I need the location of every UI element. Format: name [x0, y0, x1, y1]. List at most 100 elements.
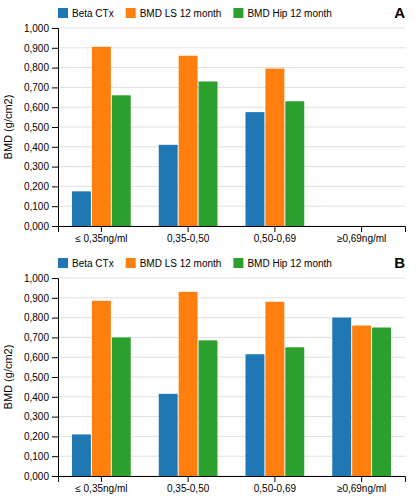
bar — [112, 337, 131, 476]
tick-label: ≤ 0,35ng/ml — [75, 483, 127, 494]
tick-label: 0,000 — [24, 221, 49, 232]
tick-label: 0,35-0,50 — [167, 483, 210, 494]
tick-label: 0,50-0,69 — [254, 483, 297, 494]
legend-label: Beta CTx — [72, 258, 114, 269]
legend-swatch — [58, 8, 68, 18]
legend-swatch — [233, 258, 243, 268]
tick: 0,300 — [24, 161, 58, 172]
tick-mark — [52, 186, 58, 187]
legend-label: BMD Hip 12 month — [247, 258, 331, 269]
tick: 0,50-0,69 — [254, 226, 297, 244]
tick: 0,900 — [24, 43, 58, 54]
bar — [72, 191, 91, 226]
tick: 0,300 — [24, 411, 58, 422]
tick-mark — [274, 476, 275, 482]
tick-mark — [188, 476, 189, 482]
tick-label: 0,100 — [24, 201, 49, 212]
y-axis: 0,0000,1000,2000,3000,4000,5000,6000,700… — [24, 273, 59, 482]
panel-label: A — [394, 4, 405, 21]
tick: ≤ 0,35ng/ml — [75, 226, 127, 244]
tick-label: 0,400 — [24, 142, 49, 153]
tick: ≥0,69ng/ml — [337, 476, 386, 494]
tick: 1,000 — [24, 23, 58, 34]
bar — [199, 340, 218, 476]
legend-swatch — [126, 8, 136, 18]
tick-label: 0,300 — [24, 411, 49, 422]
bar — [285, 101, 304, 226]
bar — [179, 292, 198, 476]
panel-label: B — [394, 254, 405, 271]
tick: 0,50-0,69 — [254, 476, 297, 494]
legend-swatch — [233, 8, 243, 18]
tick-label: 0,900 — [24, 293, 49, 304]
tick-mark — [52, 147, 58, 148]
bar — [332, 318, 351, 476]
tick-mark — [52, 107, 58, 108]
tick-mark — [101, 476, 102, 482]
tick: ≥0,69ng/ml — [337, 226, 386, 244]
tick: 0,700 — [24, 82, 58, 93]
tick-mark — [52, 87, 58, 88]
tick-mark — [52, 436, 58, 437]
tick: 0,600 — [24, 102, 58, 113]
grid — [58, 28, 405, 226]
tick-mark — [52, 318, 58, 319]
tick-label: 0,500 — [24, 122, 49, 133]
tick-mark — [52, 476, 58, 477]
bar — [246, 112, 265, 226]
tick-label: 0,100 — [24, 451, 49, 462]
tick: 0,200 — [24, 431, 58, 442]
bar — [159, 394, 178, 476]
tick-label: 0,35-0,50 — [167, 233, 210, 244]
tick-label: 0,500 — [24, 372, 49, 383]
tick: 0,100 — [24, 451, 58, 462]
tick: 0,000 — [24, 221, 58, 232]
bar — [92, 47, 111, 226]
axis-title: BMD (g/cm2) — [2, 95, 14, 160]
tick: ≤ 0,35ng/ml — [75, 476, 127, 494]
bar — [372, 226, 391, 227]
bar — [179, 56, 198, 226]
tick-mark — [52, 377, 58, 378]
tick-label: 1,000 — [24, 23, 49, 34]
bar — [372, 328, 391, 477]
axis-line — [52, 29, 59, 227]
tick: 0,800 — [24, 312, 58, 323]
x-axis: ≤ 0,35ng/ml 0,35-0,50 0,50-0,69 ≥0,69ng/ml — [59, 226, 406, 244]
tick-mark — [52, 397, 58, 398]
legend-swatch — [58, 258, 68, 268]
tick-label: ≥0,69ng/ml — [337, 483, 386, 494]
tick-label: 0,700 — [24, 82, 49, 93]
chart: 0,000 0,100 0,200 0,300 0,400 0,500 0,600 0,700… — [0, 0, 417, 500]
legend-label: BMD LS 12 month — [140, 258, 222, 269]
legend-label: BMD LS 12 month — [140, 8, 222, 19]
tick: 0,35-0,50 — [167, 476, 210, 494]
tick-label: 0,400 — [24, 392, 49, 403]
bars — [72, 47, 304, 226]
tick-mark — [52, 127, 58, 128]
legend: Beta CTxBMD LS 12 monthBMD Hip 12 month — [58, 8, 332, 19]
tick-label: 0,600 — [24, 102, 49, 113]
tick: 0,35-0,50 — [167, 226, 210, 244]
tick-label: 0,300 — [24, 161, 49, 172]
bars — [72, 292, 391, 476]
bar — [159, 145, 178, 226]
tick-mark — [52, 278, 58, 279]
bar — [199, 81, 218, 226]
legend-swatch — [126, 258, 136, 268]
legend-item: BMD LS 12 month — [126, 258, 222, 269]
grid — [58, 278, 405, 476]
bar — [285, 347, 304, 476]
bar — [332, 226, 351, 227]
tick: 0,000 — [24, 471, 58, 482]
legend-item: BMD LS 12 month — [126, 8, 222, 19]
tick: 0,400 — [24, 142, 58, 153]
tick-mark — [52, 417, 58, 418]
tick-label: 0,200 — [24, 431, 49, 442]
axis-line — [59, 477, 406, 483]
tick: 0,500 — [24, 122, 58, 133]
legend: Beta CTx BMD LS 12 month BMD Hip 12 month — [58, 258, 332, 269]
tick: 0,400 — [24, 392, 58, 403]
legend-item: Beta CTx — [58, 258, 114, 269]
tick-label: ≤ 0,35ng/ml — [75, 233, 127, 244]
